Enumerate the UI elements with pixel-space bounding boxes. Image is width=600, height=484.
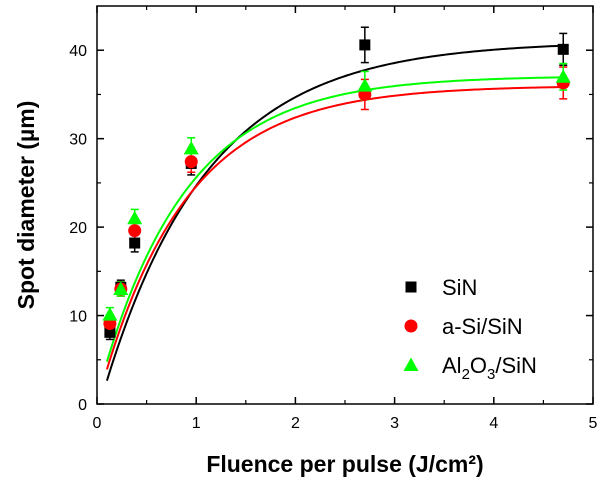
x-tick-label: 1 [192, 415, 201, 432]
data-point-square [359, 39, 371, 51]
data-point-square [104, 326, 116, 338]
legend-marker-square [405, 281, 417, 293]
data-point-square [557, 43, 569, 55]
axis-ticks: 0 1 2 3 4 5 0 10 20 30 40 [69, 6, 598, 432]
legend: SiN a-Si/SiN Al2O3/SiN [403, 275, 537, 383]
data-points [102, 39, 571, 338]
data-point-triangle [102, 307, 118, 321]
data-point-triangle [555, 69, 571, 83]
data-point-triangle [357, 78, 373, 92]
legend-label: SiN [442, 275, 477, 300]
x-tick-label: 2 [291, 415, 300, 432]
data-point-triangle [113, 281, 129, 296]
fit-curve-circle [105, 86, 566, 370]
y-tick-label: 30 [69, 132, 87, 149]
y-tick-label: 20 [69, 220, 87, 237]
data-point-triangle [183, 140, 199, 155]
fit-curves [105, 44, 566, 381]
y-tick-label: 40 [69, 43, 87, 60]
legend-marker-triangle [403, 357, 419, 371]
legend-label: Al2O3/SiN [442, 353, 537, 383]
data-point-circle [184, 155, 198, 169]
y-tick-label: 10 [69, 309, 87, 326]
y-tick-label: 0 [78, 397, 87, 414]
data-point-circle [128, 224, 142, 238]
x-tick-label: 5 [589, 415, 598, 432]
y-axis-title: Spot diameter (µm) [13, 101, 39, 310]
x-axis-title: Fluence per pulse (J/cm²) [206, 451, 483, 477]
fit-curve-square [105, 44, 566, 381]
plot-frame [96, 5, 594, 405]
fit-curve-triangle [105, 76, 566, 362]
x-tick-label: 0 [93, 415, 102, 432]
data-point-square [129, 237, 141, 249]
error-bars [105, 26, 568, 341]
x-tick-label: 3 [390, 415, 399, 432]
legend-marker-circle [404, 319, 418, 333]
legend-label: a-Si/SiN [442, 314, 523, 339]
x-tick-label: 4 [489, 415, 498, 432]
data-point-triangle [127, 210, 143, 225]
